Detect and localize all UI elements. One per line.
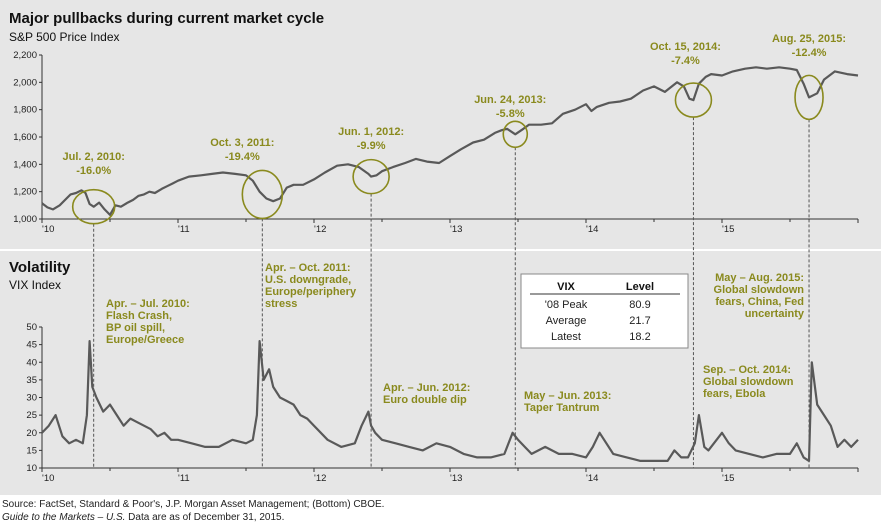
- vix-table-row-value: 21.7: [629, 315, 650, 327]
- sp500-line: [41, 66, 859, 216]
- top-x-tick-label: '13: [450, 224, 462, 235]
- bottom-x-tick-label: '15: [722, 473, 734, 484]
- bottom-x-tick-label: '11: [178, 473, 190, 484]
- pullback-date-label: Jun. 24, 2013:: [474, 94, 546, 106]
- top-y-tick-label: 1,800: [13, 105, 37, 116]
- pullback-date-label: Jun. 1, 2012:: [338, 126, 404, 138]
- pullback-ellipse: [352, 158, 390, 195]
- pullback-date-label: Oct. 15, 2014:: [650, 41, 721, 53]
- vix-table-row-label: Latest: [551, 331, 581, 343]
- vix-table-row-label: Average: [546, 315, 587, 327]
- bottom-axes: 10 15 20 25 30 35 40 45 50 '10 '11 '12 '13 '14 '15: [26, 322, 859, 484]
- pullback-ellipse: [502, 120, 529, 149]
- vix-event-label: Apr. – Jun. 2012:: [383, 382, 470, 394]
- top-y-tick-label: 2,000: [13, 77, 37, 88]
- vix-event-label: Taper Tantrum: [524, 402, 600, 414]
- vix-event-label: fears, Ebola: [703, 388, 766, 400]
- vix-event-label: Euro double dip: [383, 394, 467, 406]
- bottom-panel-background: [0, 251, 881, 495]
- vix-event-label: Apr. – Oct. 2011:: [265, 262, 351, 274]
- vix-event-label: uncertainty: [745, 308, 805, 320]
- vix-event-label: Europe/Greece: [106, 334, 184, 346]
- bottom-y-tick-label: 50: [26, 322, 37, 333]
- top-y-tick-label: 1,200: [13, 187, 37, 198]
- top-x-tick-label: '15: [722, 224, 734, 235]
- pullback-guide-lines: [93, 117, 810, 468]
- bottom-y-tick-label: 40: [26, 357, 37, 368]
- vix-event-label: Europe/periphery: [265, 286, 357, 298]
- bottom-x-tick-label: '12: [314, 473, 326, 484]
- bottom-x-tick-label: '14: [586, 473, 598, 484]
- vix-event-label: Apr. – Jul. 2010:: [106, 298, 190, 310]
- bottom-annotations: Apr. – Jul. 2010:Flash Crash,BP oil spil…: [106, 262, 805, 414]
- footer-guide-date: Data are as of December 31, 2015.: [125, 512, 285, 523]
- bottom-plot-area: [41, 340, 859, 462]
- vix-table-row-value: 18.2: [629, 331, 650, 343]
- bottom-y-tick-label: 45: [26, 340, 37, 351]
- footer-source: Source: FactSet, Standard & Poor's, J.P.…: [2, 499, 385, 510]
- vix-event-label: Flash Crash,: [106, 310, 172, 322]
- top-chart-title: Major pullbacks during current market cy…: [9, 10, 324, 27]
- pullback-date-label: Oct. 3, 2011:: [210, 137, 274, 149]
- market-cycle-chart: Major pullbacks during current market cy…: [0, 0, 881, 495]
- bottom-y-tick-label: 10: [26, 463, 37, 474]
- vix-table-header-level: Level: [626, 281, 654, 293]
- vix-event-label: BP oil spill,: [106, 322, 165, 334]
- vix-event-label: U.S. downgrade,: [265, 274, 351, 286]
- top-x-tick-label: '11: [178, 224, 190, 235]
- bottom-chart-title: Volatility: [9, 259, 71, 276]
- vix-event-label: fears, China, Fed: [715, 296, 804, 308]
- pullback-ellipse: [241, 169, 284, 220]
- bottom-y-tick-label: 15: [26, 445, 37, 456]
- top-plot-area: [41, 66, 859, 216]
- bottom-x-tick-label: '13: [450, 473, 462, 484]
- top-y-tick-label: 2,200: [13, 50, 37, 61]
- top-x-tick-label: '14: [586, 224, 598, 235]
- top-y-tick-label: 1,000: [13, 214, 37, 225]
- vix-table: VIX Level '08 Peak 80.9 Average 21.7 Lat…: [520, 273, 689, 349]
- footer-guide-title: Guide to the Markets – U.S.: [2, 512, 126, 523]
- top-y-tick-label: 1,400: [13, 159, 37, 170]
- top-annotations: Jul. 2, 2010: -16.0% Oct. 3, 2011: -19.4% Ju…: [62, 33, 846, 225]
- vix-event-label: Global slowdown: [703, 376, 794, 388]
- top-y-tick-label: 1,600: [13, 132, 37, 143]
- vix-event-label: stress: [265, 298, 297, 310]
- vix-table-header-vix: VIX: [557, 281, 575, 293]
- pullback-pct-label: -7.4%: [671, 55, 700, 67]
- vix-table-row-label: '08 Peak: [545, 299, 588, 311]
- pullback-pct-label: -16.0%: [76, 165, 111, 177]
- pullback-pct-label: -9.9%: [357, 140, 386, 152]
- vix-event-label: May – Jun. 2013:: [524, 390, 611, 402]
- bottom-x-tick-label: '10: [42, 473, 54, 484]
- vix-event-label: Global slowdown: [714, 284, 805, 296]
- top-x-tick-label: '10: [42, 224, 54, 235]
- bottom-chart-subtitle: VIX Index: [9, 278, 61, 292]
- pullback-ellipse: [674, 82, 713, 118]
- top-panel-background: [0, 0, 881, 249]
- top-axes: 1,000 1,200 1,400 1,600 1,800 2,000 2,200 '10 '1…: [13, 50, 859, 235]
- pullback-pct-label: -19.4%: [225, 151, 260, 163]
- footer-guide: Guide to the Markets – U.S. Data are as …: [2, 512, 284, 523]
- vix-event-label: Sep. – Oct. 2014:: [703, 364, 791, 376]
- pullback-pct-label: -5.8%: [496, 108, 525, 120]
- pullback-date-label: Aug. 25, 2015:: [772, 33, 846, 45]
- pullback-ellipse: [71, 188, 116, 225]
- bottom-y-tick-label: 20: [26, 428, 37, 439]
- vix-event-label: May – Aug. 2015:: [715, 272, 804, 284]
- bottom-y-tick-label: 30: [26, 393, 37, 404]
- pullback-date-label: Jul. 2, 2010:: [62, 151, 124, 163]
- vix-line: [41, 340, 859, 462]
- vix-table-row-value: 80.9: [629, 299, 650, 311]
- pullback-pct-label: -12.4%: [792, 47, 827, 59]
- bottom-y-tick-label: 25: [26, 410, 37, 421]
- top-x-tick-label: '12: [314, 224, 326, 235]
- bottom-y-tick-label: 35: [26, 375, 37, 386]
- vix-table-box: [520, 273, 689, 349]
- pullback-ellipse: [794, 74, 824, 121]
- top-chart-subtitle: S&P 500 Price Index: [9, 30, 120, 44]
